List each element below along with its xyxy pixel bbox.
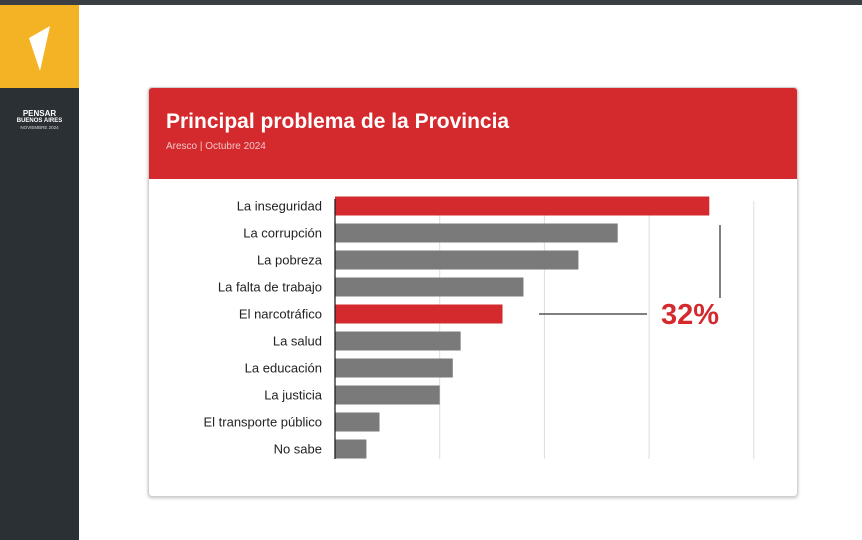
category-label: La justicia bbox=[264, 388, 323, 403]
brand-date: NOVIEMBRE 2024 bbox=[20, 125, 59, 130]
bar bbox=[335, 250, 579, 270]
bar bbox=[335, 304, 503, 324]
category-label: La salud bbox=[273, 334, 322, 349]
category-label: La corrupción bbox=[243, 226, 322, 241]
bar-chart: La inseguridad La corrupción La pobreza La … bbox=[203, 196, 755, 459]
top-bar bbox=[0, 0, 862, 5]
sidebar: PENSAR BUENOS AIRES NOVIEMBRE 2024 bbox=[0, 5, 79, 540]
bar bbox=[335, 358, 453, 378]
bar bbox=[335, 331, 461, 351]
category-label: La pobreza bbox=[257, 253, 323, 268]
category-label: El narcotráfico bbox=[239, 307, 322, 322]
bar bbox=[335, 412, 380, 432]
triangle-logo-icon bbox=[29, 26, 50, 71]
bar bbox=[335, 223, 618, 243]
brand-text: PENSAR BUENOS AIRES NOVIEMBRE 2024 bbox=[0, 109, 79, 131]
chart-card: Principal problema de la Provincia Aresc… bbox=[148, 87, 798, 497]
brand-region: BUENOS AIRES bbox=[16, 118, 63, 124]
chart-subtitle: Aresco | Octubre 2024 bbox=[166, 141, 266, 152]
bar bbox=[335, 439, 367, 459]
bar bbox=[335, 277, 524, 297]
bar bbox=[335, 196, 710, 216]
brand-name: PENSAR bbox=[22, 109, 57, 118]
category-label: La educación bbox=[245, 361, 322, 376]
category-label: La inseguridad bbox=[237, 199, 322, 214]
bar bbox=[335, 385, 440, 405]
annotation-value: 32% bbox=[661, 299, 719, 331]
category-label: La falta de trabajo bbox=[218, 280, 322, 295]
category-label: No sabe bbox=[274, 442, 322, 457]
chart-title: Principal problema de la Provincia bbox=[166, 110, 510, 133]
category-label: El transporte público bbox=[203, 415, 322, 430]
brand-logo bbox=[0, 5, 79, 88]
card-header: Principal problema de la Provincia Aresc… bbox=[149, 88, 797, 179]
